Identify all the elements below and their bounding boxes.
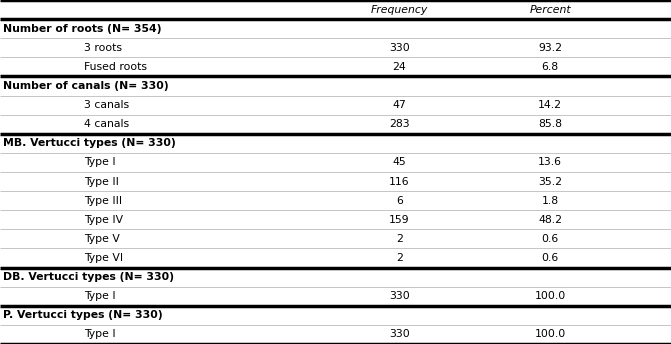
Text: Percent: Percent xyxy=(529,4,571,14)
Text: 47: 47 xyxy=(393,100,406,110)
Text: DB. Vertucci types (N= 330): DB. Vertucci types (N= 330) xyxy=(3,272,174,282)
Text: 330: 330 xyxy=(389,43,409,53)
Text: 116: 116 xyxy=(389,176,409,186)
Text: Frequency: Frequency xyxy=(370,4,428,14)
Text: 14.2: 14.2 xyxy=(538,100,562,110)
Text: 6: 6 xyxy=(396,196,403,206)
Text: 93.2: 93.2 xyxy=(538,43,562,53)
Text: Number of canals (N= 330): Number of canals (N= 330) xyxy=(3,81,168,91)
Text: 1.8: 1.8 xyxy=(541,196,559,206)
Text: Fused roots: Fused roots xyxy=(84,62,147,72)
Text: 159: 159 xyxy=(389,215,409,225)
Text: 24: 24 xyxy=(393,62,406,72)
Text: 35.2: 35.2 xyxy=(538,176,562,186)
Text: 4 canals: 4 canals xyxy=(84,119,129,129)
Text: 3 canals: 3 canals xyxy=(84,100,129,110)
Text: MB. Vertucci types (N= 330): MB. Vertucci types (N= 330) xyxy=(3,138,175,148)
Text: 13.6: 13.6 xyxy=(538,158,562,168)
Text: 2: 2 xyxy=(396,234,403,244)
Text: 48.2: 48.2 xyxy=(538,215,562,225)
Text: Type I: Type I xyxy=(84,330,115,340)
Text: Type IV: Type IV xyxy=(84,215,123,225)
Text: 0.6: 0.6 xyxy=(541,253,559,263)
Text: Type V: Type V xyxy=(84,234,119,244)
Text: 2: 2 xyxy=(396,253,403,263)
Text: 330: 330 xyxy=(389,330,409,340)
Text: Type III: Type III xyxy=(84,196,122,206)
Text: P. Vertucci types (N= 330): P. Vertucci types (N= 330) xyxy=(3,310,162,320)
Text: 6.8: 6.8 xyxy=(541,62,559,72)
Text: Type II: Type II xyxy=(84,176,119,186)
Text: 85.8: 85.8 xyxy=(538,119,562,129)
Text: Number of roots (N= 354): Number of roots (N= 354) xyxy=(3,24,161,34)
Text: 3 roots: 3 roots xyxy=(84,43,122,53)
Text: Type I: Type I xyxy=(84,291,115,301)
Text: 330: 330 xyxy=(389,291,409,301)
Text: 100.0: 100.0 xyxy=(535,330,566,340)
Text: 45: 45 xyxy=(393,158,406,168)
Text: Type I: Type I xyxy=(84,158,115,168)
Text: Type VI: Type VI xyxy=(84,253,123,263)
Text: 283: 283 xyxy=(389,119,409,129)
Text: 0.6: 0.6 xyxy=(541,234,559,244)
Text: 100.0: 100.0 xyxy=(535,291,566,301)
